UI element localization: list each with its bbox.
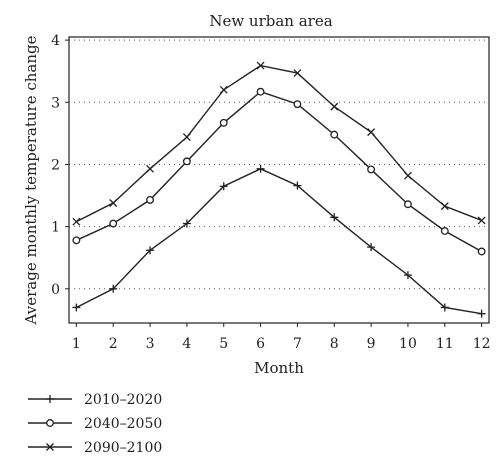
point-s1-m3 — [146, 195, 155, 204]
x-tick-label-7: 7 — [293, 336, 302, 352]
point-s2-m6 — [256, 61, 265, 70]
legend-marker-2 — [46, 443, 54, 451]
point-s0-m6 — [256, 164, 265, 173]
x-tick-label-5: 5 — [219, 336, 228, 352]
plot-frame — [68, 36, 490, 324]
point-s2-m4 — [182, 133, 191, 142]
point-s2-m8 — [330, 102, 339, 111]
y-tick-label-4: 4 — [51, 33, 60, 49]
y-tick-label-1: 1 — [51, 220, 60, 236]
point-s2-m7 — [293, 69, 302, 78]
x-tick-label-4: 4 — [182, 336, 191, 352]
legend-marker-0 — [46, 395, 54, 403]
point-s0-m8 — [330, 213, 339, 222]
series-line-2 — [76, 64, 482, 223]
point-s0-m10 — [403, 271, 412, 280]
point-s2-m9 — [367, 128, 376, 137]
point-s1-m7 — [293, 100, 302, 109]
point-s0-m1 — [72, 303, 81, 312]
x-tick-label-9: 9 — [367, 336, 376, 352]
x-tick-label-1: 1 — [72, 336, 81, 352]
series-2 — [72, 61, 486, 226]
point-s2-m5 — [219, 85, 228, 94]
legend-marker-1 — [46, 419, 54, 427]
point-s2-m12 — [477, 216, 486, 225]
point-s0-m5 — [219, 182, 228, 191]
point-s1-m2 — [109, 219, 118, 228]
point-s0-m12 — [477, 309, 486, 318]
point-s1-m10 — [403, 200, 412, 209]
point-s0-m3 — [146, 246, 155, 255]
series-lines — [72, 61, 486, 318]
point-s1-m11 — [440, 227, 449, 235]
point-s1-m1 — [72, 236, 81, 245]
y-tick-label-3: 3 — [51, 95, 60, 111]
point-s1-m9 — [367, 165, 376, 174]
x-tick-label-8: 8 — [330, 336, 339, 352]
point-s2-m3 — [146, 164, 155, 173]
point-s0-m7 — [293, 181, 302, 190]
point-s1-m8 — [330, 130, 339, 139]
point-s1-m5 — [219, 118, 228, 127]
x-tick-label-12: 12 — [473, 336, 491, 352]
y-tick-label-2: 2 — [51, 157, 60, 173]
point-s2-m2 — [109, 199, 118, 207]
point-s0-m9 — [367, 243, 376, 252]
point-s0-m2 — [109, 284, 118, 293]
chart-title: New urban area — [209, 12, 332, 30]
series-0 — [72, 164, 486, 318]
y-axis-label: Average monthly temperature change — [22, 35, 40, 325]
x-tick-label-11: 11 — [436, 336, 454, 352]
legend-item-2: 2090–2100 — [28, 440, 162, 456]
point-s1-m4 — [182, 157, 191, 166]
x-tick-label-2: 2 — [109, 336, 118, 352]
series-line-0 — [76, 168, 482, 315]
legend-label-2: 2090–2100 — [84, 440, 162, 456]
grid-lines — [69, 39, 489, 290]
point-s2-m1 — [72, 217, 81, 226]
point-s1-m12 — [477, 247, 486, 256]
point-s1-m6 — [256, 87, 265, 96]
point-s2-m10 — [403, 171, 412, 180]
point-s0-m4 — [182, 219, 191, 228]
legend-item-1: 2040–2050 — [28, 416, 162, 432]
legend-item-0: 2010–2020 — [28, 392, 162, 408]
series-line-1 — [76, 90, 482, 253]
y-tick-label-0: 0 — [51, 282, 60, 298]
legend: 2010–2020 2040–2050 2090–2100 — [28, 392, 162, 456]
x-tick-label-3: 3 — [146, 336, 155, 352]
point-s2-m11 — [440, 202, 449, 211]
x-tick-label-10: 10 — [399, 336, 417, 352]
legend-label-0: 2010–2020 — [84, 392, 162, 408]
legend-label-1: 2040–2050 — [84, 416, 162, 432]
point-s0-m11 — [440, 303, 449, 312]
series-1 — [72, 87, 486, 256]
x-axis-label: Month — [254, 359, 304, 377]
x-tick-label-6: 6 — [256, 336, 265, 352]
